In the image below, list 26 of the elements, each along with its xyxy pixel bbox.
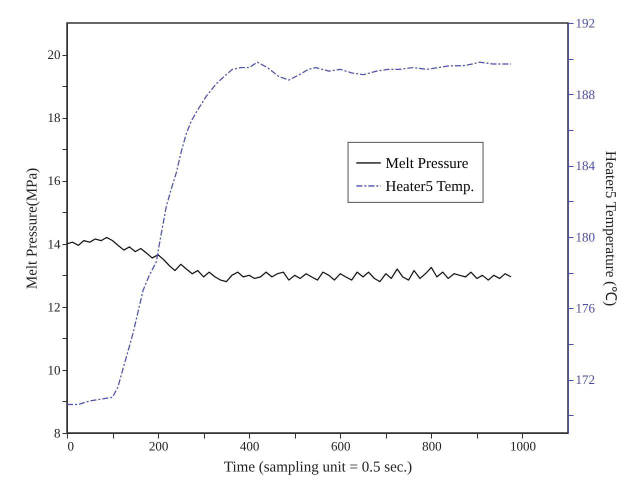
y2-tick-label: 184 — [576, 158, 596, 174]
y2-tick-label: 176 — [576, 300, 596, 316]
y-tick-label: 18 — [48, 110, 60, 126]
y-tick-label: 14 — [48, 236, 61, 252]
y-tick-label: 10 — [48, 362, 60, 378]
y2-tick-label: 188 — [576, 86, 595, 102]
y-tick-label: 12 — [48, 299, 60, 314]
y2-tick-label: 180 — [576, 229, 595, 244]
line-series — [66, 62, 512, 406]
x-tick-label: 800 — [422, 438, 442, 454]
y-tick-label: 20 — [48, 47, 60, 62]
y2-axis-title: Heater5 Temperature (℃) — [602, 150, 618, 306]
legend-label: Melt Pressure — [386, 156, 469, 172]
y-axis-title: Melt Pressure(MPa) — [24, 168, 40, 290]
x-tick-label: 400 — [240, 438, 260, 454]
legend-label: Heater5 Temp. — [386, 178, 474, 195]
y-tick-label: 16 — [48, 173, 61, 188]
x-tick-label: 1000 — [510, 438, 536, 454]
x-tick-label: 0 — [68, 438, 74, 454]
y-tick-label: 8 — [54, 426, 60, 440]
line-series — [66, 236, 512, 282]
x-axis-title: Time (sampling unit = 0.5 sec.) — [224, 460, 412, 476]
x-tick-label: 600 — [331, 438, 351, 454]
y2-tick-label: 192 — [576, 16, 595, 30]
y2-tick-label: 172 — [576, 372, 595, 388]
x-tick-label: 200 — [148, 438, 168, 454]
